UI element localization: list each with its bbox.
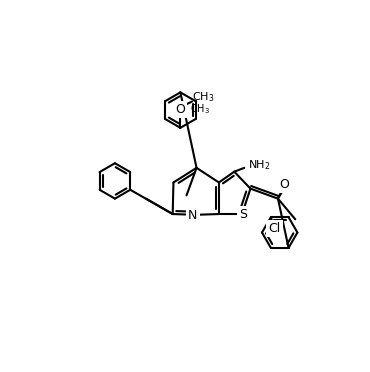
Text: O: O [176,104,185,114]
Text: CH$_3$: CH$_3$ [191,102,211,116]
Text: N: N [188,209,197,222]
Text: S: S [239,208,248,221]
Text: NH$_2$: NH$_2$ [248,158,271,173]
Text: CH$_3$: CH$_3$ [192,90,215,104]
Text: O: O [175,103,185,116]
Text: Cl: Cl [269,222,281,235]
Text: O: O [279,178,289,191]
